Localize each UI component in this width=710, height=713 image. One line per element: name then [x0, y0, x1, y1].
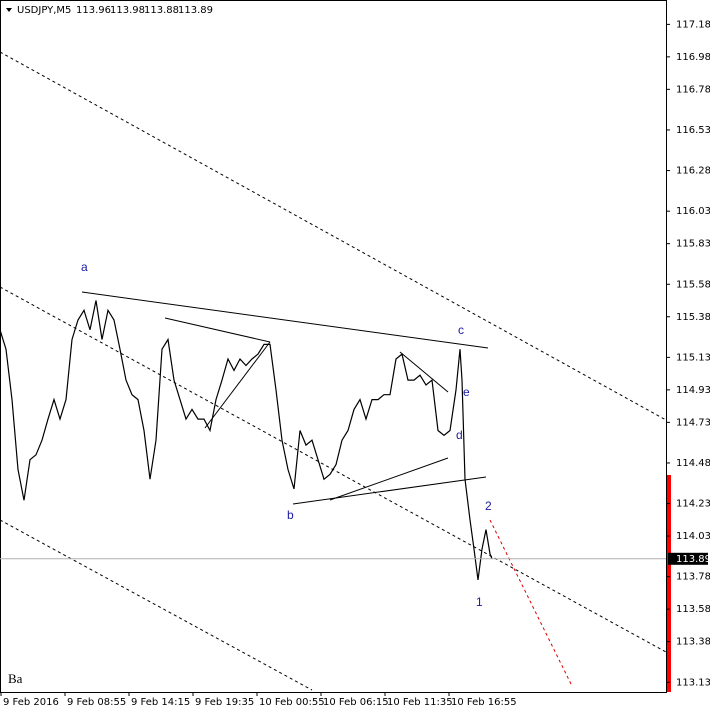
channel-line	[0, 51, 667, 421]
trend-line	[292, 476, 487, 505]
x-tick-label: 10 Feb 00:55	[259, 697, 325, 708]
plot-frame	[0, 0, 667, 693]
x-tick-label: 10 Feb 11:35	[387, 697, 453, 708]
wave-label: 2	[485, 499, 492, 513]
trend-line	[399, 351, 449, 393]
y-tick-label: 114.03	[676, 531, 710, 542]
drawings	[0, 51, 667, 691]
ohlc-value: 113.96	[76, 5, 111, 16]
y-tick-label: 114.48	[676, 458, 710, 469]
trend-line	[81, 291, 489, 349]
indicator-bar	[667, 475, 671, 692]
ohlc-value: 113.88	[144, 5, 179, 16]
projection-line	[489, 519, 573, 687]
y-tick-label: 116.28	[676, 166, 710, 177]
menu-arrow	[6, 8, 12, 12]
x-tick-label: 9 Feb 08:55	[67, 697, 126, 708]
y-tick-label: 114.23	[676, 499, 710, 510]
y-tick-label: 113.13	[676, 677, 710, 688]
x-tick-label: 9 Feb 2016	[3, 697, 59, 708]
trend-line	[204, 341, 271, 429]
wave-label: d	[456, 428, 463, 442]
price-line	[0, 300, 493, 580]
trend-line	[164, 317, 271, 343]
y-tick-label: 117.18	[676, 19, 710, 30]
wave-label: a	[81, 260, 88, 274]
y-tick-label: 114.73	[676, 417, 710, 428]
y-tick-label: 113.78	[676, 572, 710, 583]
wave-label: e	[463, 385, 470, 399]
y-tick-label: 115.38	[676, 312, 710, 323]
wave-label: b	[287, 508, 294, 522]
ohlc-value: 113.89	[178, 5, 213, 16]
trend-line	[329, 457, 449, 501]
y-tick-label: 116.53	[676, 125, 710, 136]
ohlc-value: 113.98	[110, 5, 145, 16]
y-tick-label: 116.03	[676, 206, 710, 217]
wave-label: 1	[476, 595, 483, 609]
y-tick-label: 113.38	[676, 637, 710, 648]
x-tick-label: 10 Feb 06:15	[323, 697, 389, 708]
x-tick-label: 9 Feb 19:35	[195, 697, 254, 708]
y-tick-label: 116.78	[676, 84, 710, 95]
x-tick-label: 9 Feb 14:15	[131, 697, 190, 708]
y-tick-label: 116.98	[676, 52, 710, 63]
chart-title: USDJPY,M5	[17, 5, 71, 16]
y-tick-label: 115.58	[676, 279, 710, 290]
y-tick-label: 115.13	[676, 352, 710, 363]
y-tick-label: 114.93	[676, 385, 710, 396]
current-price-label: 113.89	[676, 554, 710, 565]
y-tick-label: 115.83	[676, 239, 710, 250]
channel-line	[0, 519, 313, 691]
indicator-label: Ba	[8, 671, 23, 686]
wave-label: c	[458, 323, 464, 337]
current-price-box	[668, 552, 708, 565]
y-tick-label: 113.58	[676, 604, 710, 615]
x-tick-label: 10 Feb 16:55	[451, 697, 517, 708]
